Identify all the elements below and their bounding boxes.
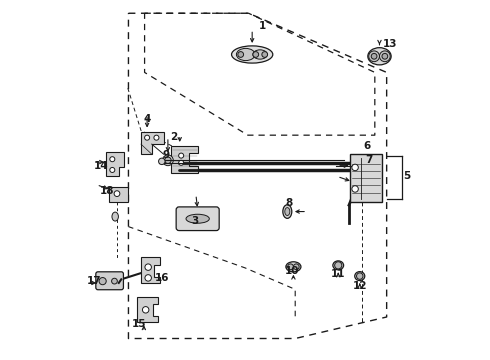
Circle shape [165, 157, 171, 163]
Text: 1: 1 [259, 21, 266, 31]
Polygon shape [106, 152, 124, 176]
Circle shape [352, 164, 358, 171]
FancyBboxPatch shape [176, 207, 219, 230]
Ellipse shape [236, 48, 255, 60]
Text: 4: 4 [144, 114, 151, 124]
Ellipse shape [368, 48, 391, 65]
Text: 12: 12 [352, 281, 367, 291]
Circle shape [143, 307, 149, 313]
Circle shape [288, 264, 294, 270]
Ellipse shape [333, 261, 343, 270]
FancyBboxPatch shape [350, 154, 382, 202]
Circle shape [179, 153, 184, 158]
Circle shape [238, 51, 244, 57]
Circle shape [371, 53, 377, 59]
Circle shape [379, 51, 390, 62]
Text: 3: 3 [191, 216, 198, 226]
Ellipse shape [285, 208, 290, 216]
Text: 7: 7 [365, 155, 372, 165]
Text: 13: 13 [383, 39, 397, 49]
Ellipse shape [186, 214, 209, 223]
Circle shape [382, 53, 388, 59]
Ellipse shape [253, 50, 267, 59]
Text: 9: 9 [163, 150, 170, 160]
Circle shape [112, 278, 117, 284]
Circle shape [110, 167, 115, 172]
Circle shape [145, 135, 149, 140]
Polygon shape [172, 145, 198, 173]
Circle shape [357, 273, 363, 279]
Circle shape [163, 155, 173, 166]
Circle shape [253, 51, 259, 57]
Ellipse shape [112, 212, 119, 221]
Circle shape [145, 264, 151, 270]
Circle shape [110, 157, 115, 162]
Polygon shape [141, 132, 164, 154]
FancyBboxPatch shape [96, 272, 123, 290]
Circle shape [368, 51, 379, 62]
Text: 2: 2 [170, 132, 177, 142]
Ellipse shape [355, 272, 365, 280]
Circle shape [352, 186, 358, 192]
Ellipse shape [283, 205, 292, 219]
Circle shape [159, 158, 165, 165]
Text: 8: 8 [285, 198, 293, 208]
Circle shape [335, 262, 342, 269]
Circle shape [179, 160, 184, 165]
Text: 5: 5 [403, 171, 410, 181]
Text: 18: 18 [99, 186, 114, 197]
Text: 10: 10 [284, 266, 299, 276]
Circle shape [262, 51, 268, 57]
Circle shape [294, 264, 299, 270]
Text: 11: 11 [331, 269, 345, 279]
Text: 17: 17 [87, 276, 102, 286]
Ellipse shape [286, 262, 301, 272]
Circle shape [154, 135, 159, 140]
Text: 15: 15 [132, 319, 147, 329]
Circle shape [99, 278, 106, 285]
Polygon shape [141, 257, 160, 283]
Polygon shape [137, 297, 158, 322]
FancyBboxPatch shape [109, 187, 128, 202]
Circle shape [145, 275, 151, 281]
Text: 16: 16 [154, 273, 169, 283]
Circle shape [114, 191, 120, 197]
Text: 6: 6 [363, 141, 370, 151]
Text: 14: 14 [94, 161, 108, 171]
Ellipse shape [232, 46, 273, 63]
